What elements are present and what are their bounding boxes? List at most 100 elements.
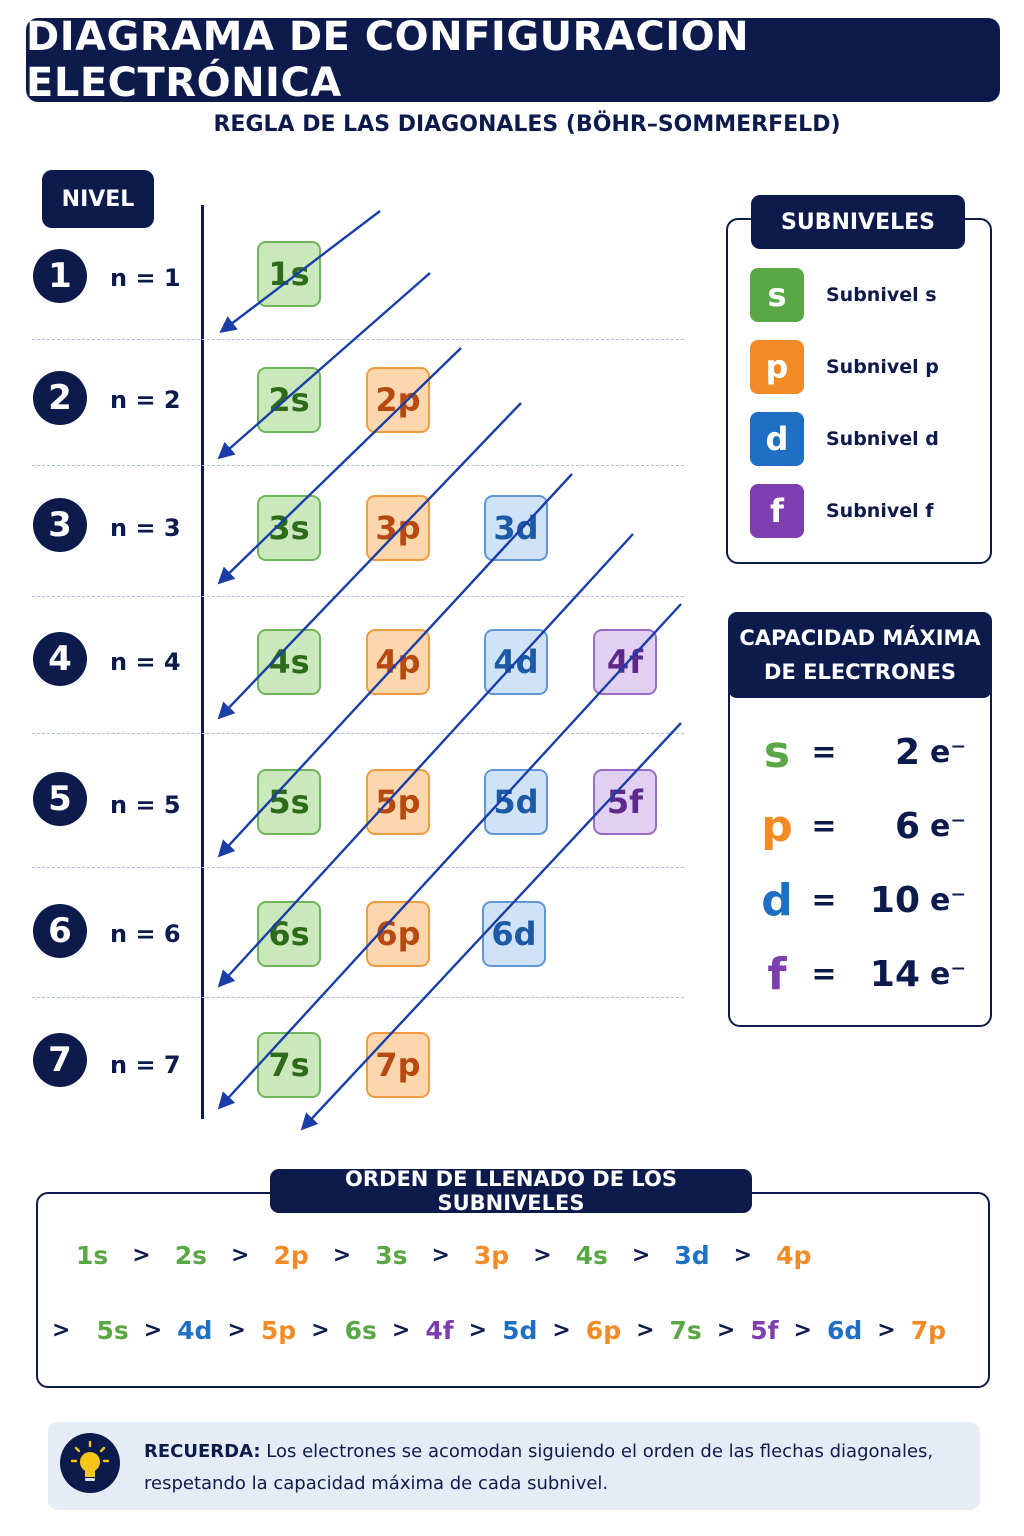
diagonal-arrow — [217, 533, 634, 988]
orbital-2p: 2p — [366, 367, 430, 433]
order-item-2p: 2p — [273, 1240, 309, 1270]
order-item-4s: 4s — [575, 1240, 608, 1270]
legend-swatch-p: p — [750, 340, 804, 394]
recuerda-line2: respetando la capacidad máxima de cada s… — [144, 1473, 609, 1494]
capacity-row-f: f = 14 e⁻ — [760, 944, 980, 1004]
order-separator: > — [332, 1242, 352, 1268]
orbital-7s: 7s — [257, 1032, 321, 1098]
level-label-4: n = 4 — [110, 648, 181, 676]
orbital-5p: 5p — [366, 769, 430, 835]
legend-item-p: p Subnivel p — [750, 340, 939, 394]
level-separator — [32, 596, 684, 597]
legend-label-d: Subnivel d — [826, 428, 939, 450]
order-item-6p: 6p — [585, 1315, 622, 1345]
level-number-2: 2 — [33, 371, 87, 425]
level-separator — [32, 733, 684, 734]
order-separator: > — [391, 1317, 411, 1343]
capacity-equals: = — [811, 956, 837, 992]
legend-item-d: d Subnivel d — [750, 412, 939, 466]
capacity-unit: e⁻ — [930, 734, 967, 770]
level-label-2: n = 2 — [110, 386, 181, 414]
orbital-4s: 4s — [257, 629, 321, 695]
order-separator: > — [636, 1317, 655, 1343]
order-item-7p: 7p — [910, 1315, 946, 1345]
orbital-5f: 5f — [593, 769, 657, 835]
capacity-row-d: d = 10 e⁻ — [760, 870, 980, 930]
legend-swatch-f: f — [750, 484, 804, 538]
order-separator: > — [733, 1242, 753, 1268]
lightbulb-icon — [60, 1433, 120, 1493]
legend-label-s: Subnivel s — [826, 284, 937, 306]
legend-label-p: Subnivel p — [826, 356, 939, 378]
page-title: DIAGRAMA DE CONFIGURACIÓN ELECTRÓNICA — [26, 14, 1000, 106]
order-row-2: >5s >4d >5p >6s >4f >5d >6p >7s >5f >6d >7p — [52, 1310, 964, 1350]
capacity-equals: = — [811, 882, 837, 918]
orbital-6p: 6p — [366, 901, 430, 967]
order-item-3s: 3s — [375, 1240, 408, 1270]
capacity-value-p: 6 — [894, 805, 920, 847]
diagonal-arrow — [217, 402, 522, 720]
order-row-1: 1s >2s >2p >3s >3p >4s >3d >4p — [76, 1235, 811, 1275]
order-separator: > — [311, 1317, 330, 1343]
level-number-6: 6 — [33, 904, 87, 958]
level-label-3: n = 3 — [110, 514, 181, 542]
order-separator: > — [132, 1242, 151, 1268]
level-label-7: n = 7 — [110, 1051, 181, 1079]
diagonal-arrow — [217, 473, 573, 858]
capacity-unit: e⁻ — [930, 882, 967, 918]
order-separator: > — [52, 1317, 71, 1343]
order-item-4f: 4f — [425, 1315, 454, 1345]
order-item-6d: 6d — [826, 1315, 863, 1345]
level-number-4: 4 — [33, 632, 87, 686]
order-separator: > — [533, 1242, 552, 1268]
order-separator: > — [468, 1317, 488, 1343]
diagonal-arrow — [219, 210, 381, 334]
recuerda-label: RECUERDA: — [144, 1441, 261, 1462]
capacity-equals: = — [811, 808, 837, 844]
level-number-5: 5 — [33, 772, 87, 826]
capacity-unit: e⁻ — [930, 808, 967, 844]
orden-panel — [36, 1192, 990, 1388]
diagonal-arrow — [217, 603, 682, 1110]
order-item-3p: 3p — [473, 1240, 510, 1270]
orbital-5d: 5d — [484, 769, 548, 835]
level-separator — [32, 465, 684, 466]
diagonal-arrow — [300, 722, 682, 1131]
order-separator: > — [227, 1317, 246, 1343]
capacidad-title-line2: DE ELECTRONES — [764, 660, 956, 684]
recuerda-text: RECUERDA: Los electrones se acomodan sig… — [144, 1436, 954, 1500]
nivel-header: NIVEL — [42, 170, 154, 228]
order-item-6s: 6s — [344, 1315, 377, 1345]
capacity-letter-p: p — [761, 800, 793, 852]
capacity-value-d: 10 — [869, 879, 920, 921]
orbital-4f: 4f — [593, 629, 657, 695]
order-item-5p: 5p — [260, 1315, 297, 1345]
order-item-3d: 3d — [674, 1240, 710, 1270]
order-separator: > — [431, 1242, 450, 1268]
capacidad-title-line1: CAPACIDAD MÁXIMA — [739, 626, 981, 650]
order-separator: > — [793, 1317, 812, 1343]
capacity-value-f: 14 — [869, 953, 920, 995]
level-number-1: 1 — [33, 249, 87, 303]
level-number-7: 7 — [33, 1033, 87, 1087]
orbital-7p: 7p — [366, 1032, 430, 1098]
order-item-7s: 7s — [669, 1315, 702, 1345]
level-label-1: n = 1 — [110, 264, 181, 292]
orbital-6s: 6s — [257, 901, 321, 967]
recuerda-box — [48, 1422, 980, 1510]
level-separator — [32, 339, 684, 340]
order-separator: > — [877, 1317, 896, 1343]
order-separator: > — [552, 1317, 571, 1343]
capacity-letter-d: d — [761, 874, 793, 926]
page-subtitle: REGLA DE LAS DIAGONALES (BÖHR–SOMMERFELD… — [213, 112, 841, 137]
capacity-row-p: p = 6 e⁻ — [760, 796, 980, 856]
legend-item-s: s Subnivel s — [750, 268, 937, 322]
order-separator: > — [631, 1242, 651, 1268]
orden-title: ORDEN DE LLENADO DE LOS SUBNIVELES — [270, 1167, 752, 1215]
recuerda-line1: Los electrones se acomodan siguiendo el … — [260, 1441, 934, 1462]
level-separator — [32, 997, 684, 998]
orbital-3d: 3d — [484, 495, 548, 561]
capacity-letter-f: f — [767, 948, 787, 1000]
order-item-4d: 4d — [177, 1315, 213, 1345]
legend-swatch-d: d — [750, 412, 804, 466]
